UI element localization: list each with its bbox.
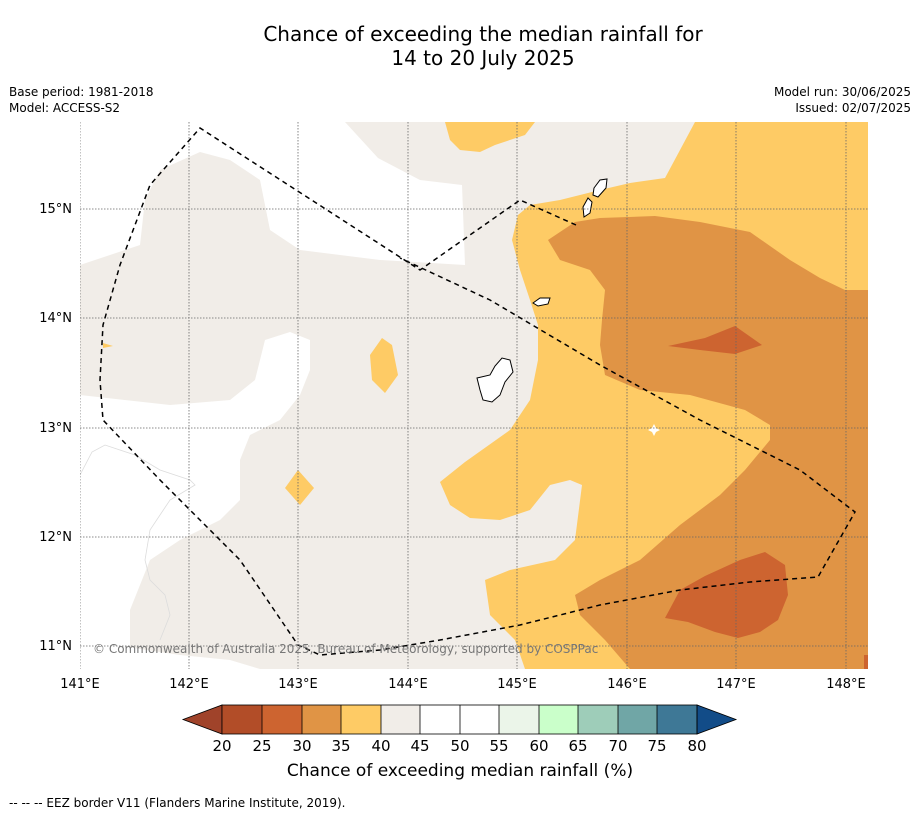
shade-35-40-patch-a <box>370 338 398 393</box>
colorbar-tick: 35 <box>331 737 350 755</box>
lon-tick-label: 143°E <box>278 677 318 692</box>
issued-label: Issued: 02/07/2025 <box>795 101 911 115</box>
shade-35-40-north-patch <box>445 122 535 152</box>
colorbar-title: Chance of exceeding median rainfall (%) <box>286 761 634 781</box>
shade-45-55-southwest-corner <box>80 640 260 669</box>
meta-right: Model run: 30/06/2025 Issued: 02/07/2025 <box>774 84 911 116</box>
footer-note: -- -- -- EEZ border V11 (Flanders Marine… <box>9 796 346 810</box>
shade-25-30-patch-south <box>665 552 788 638</box>
title-line-2: 14 to 20 July 2025 <box>391 46 575 70</box>
copyright-notice: © Commonwealth of Australia 2025, Bureau… <box>93 642 598 656</box>
island-guam <box>476 357 514 403</box>
lat-tick-label: 15°N <box>39 202 72 217</box>
colorbar-bin-45-50 <box>420 705 460 734</box>
colorbar-tick: 20 <box>212 737 231 755</box>
lon-tick-label: 146°E <box>607 677 647 692</box>
title-line-1: Chance of exceeding the median rainfall … <box>263 22 703 46</box>
colorbar-below-20 <box>181 704 223 735</box>
colorbar-frame <box>221 704 698 735</box>
lat-tick-label: 11°N <box>39 639 72 654</box>
colorbar-tick: 55 <box>489 737 508 755</box>
colorbar-tick: 75 <box>647 737 666 755</box>
colorbar-bin-70-75 <box>618 705 657 734</box>
colorbar-tick: 25 <box>252 737 271 755</box>
lon-tick-label: 148°E <box>826 677 866 692</box>
colorbar-bin-30-35 <box>302 705 341 734</box>
colorbar-tick: 80 <box>687 737 706 755</box>
colorbar-bin-75-80 <box>657 705 697 734</box>
shade-35-40-patch-b <box>285 470 314 505</box>
colorbar: 20 25 30 35 40 45 50 55 60 65 70 75 80 <box>181 704 738 755</box>
shade-25-30-patch-east <box>668 326 762 354</box>
lon-tick-label: 145°E <box>497 677 537 692</box>
shade-45-55-northwest <box>80 122 465 265</box>
base-period-label: Base period: 1981-2018 <box>9 85 154 99</box>
rainfall-map: © Commonwealth of Australia 2025, Bureau… <box>80 122 868 669</box>
lon-tick-label: 147°E <box>716 677 756 692</box>
island-tinian <box>582 197 593 218</box>
model-run-label: Model run: 30/06/2025 <box>773 85 911 99</box>
contour-trace-southwest <box>80 444 196 641</box>
colorbar-bin-55-60 <box>499 705 539 734</box>
colorbar-bin-60-65 <box>539 705 578 734</box>
island-rota <box>532 297 551 307</box>
eez-border <box>99 127 856 656</box>
colorbar-tick: 40 <box>371 737 390 755</box>
colorbar-tick: 50 <box>450 737 469 755</box>
map-figure: © Commonwealth of Australia 2025, Bureau… <box>39 122 868 755</box>
colorbar-tick: 60 <box>529 737 548 755</box>
colorbar-ticks: 20 25 30 35 40 45 50 55 60 65 70 75 80 <box>212 737 706 755</box>
lat-tick-label: 14°N <box>39 311 72 326</box>
lon-tick-label: 142°E <box>169 677 209 692</box>
colorbar-bin-35-40 <box>341 705 381 734</box>
colorbar-above-80 <box>696 704 738 735</box>
colorbar-tick: 30 <box>292 737 311 755</box>
lon-tick-label: 141°E <box>60 677 100 692</box>
colorbar-bin-50-55 <box>460 705 499 734</box>
shade-35-40-patch-c <box>103 343 113 348</box>
island-saipan <box>592 178 608 198</box>
meta-left: Base period: 1981-2018 Model: ACCESS-S2 <box>9 84 154 116</box>
colorbar-bin-40-45 <box>381 705 420 734</box>
colorbar-tick: 65 <box>568 737 587 755</box>
gridlines <box>80 122 868 669</box>
marker-star <box>648 424 660 436</box>
lon-tick-label: 144°E <box>388 677 428 692</box>
lat-axis: 15°N 14°N 13°N 12°N 11°N <box>39 202 72 654</box>
shade-30-35-east <box>548 216 868 669</box>
chart-title: Chance of exceeding the median rainfall … <box>0 22 919 70</box>
lat-tick-label: 12°N <box>39 530 72 545</box>
colorbar-tick: 45 <box>410 737 429 755</box>
shade-25-30-edge <box>864 655 868 669</box>
colorbar-bin-65-70 <box>578 705 618 734</box>
lat-tick-label: 13°N <box>39 421 72 436</box>
model-label: Model: ACCESS-S2 <box>9 101 121 115</box>
lon-axis: 141°E 142°E 143°E 144°E 145°E 146°E 147°… <box>60 677 866 692</box>
colorbar-bin-25-30 <box>262 705 302 734</box>
colorbar-bin-20-25 <box>222 705 262 734</box>
colorbar-tick: 70 <box>608 737 627 755</box>
shade-45-55-west <box>80 332 310 669</box>
